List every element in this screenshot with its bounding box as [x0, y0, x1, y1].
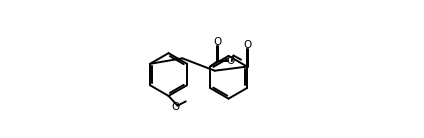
Text: O: O — [214, 37, 222, 47]
Text: O: O — [171, 102, 179, 112]
Text: O: O — [226, 56, 234, 66]
Text: O: O — [243, 40, 251, 50]
